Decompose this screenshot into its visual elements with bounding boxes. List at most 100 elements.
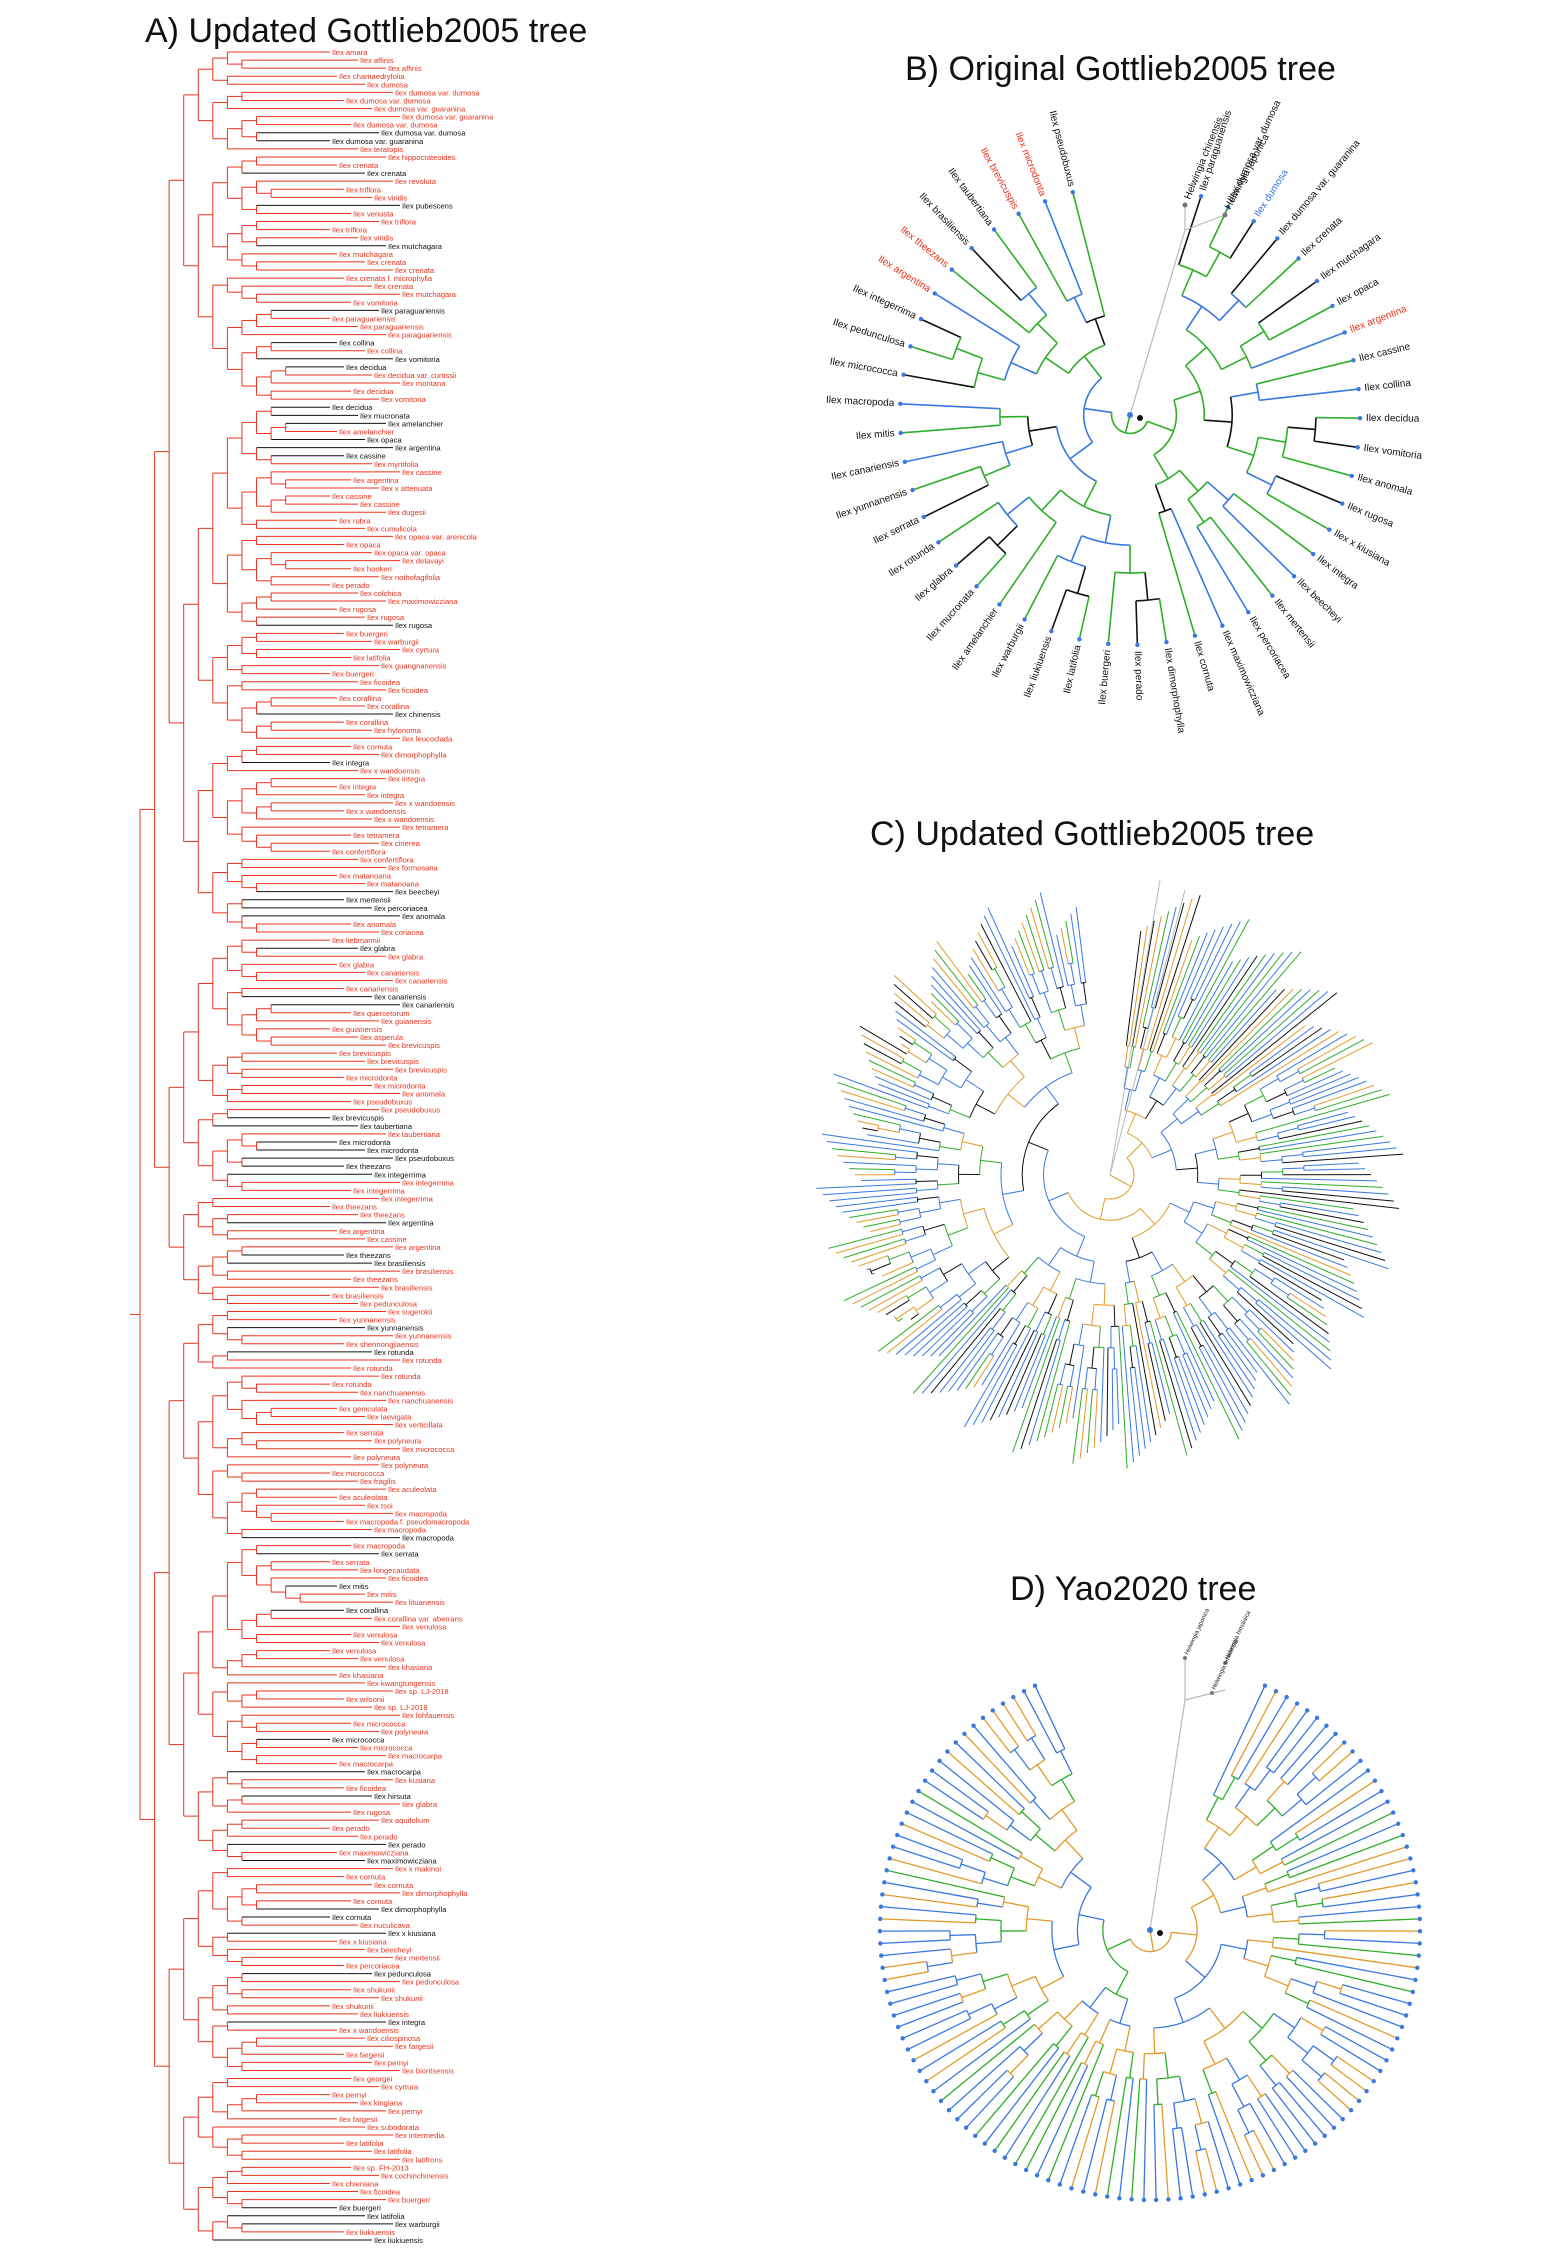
tree-c-branch	[843, 1238, 905, 1259]
tree-b-branch	[1170, 508, 1224, 626]
tree-a-tip-label: Ilex triflora	[381, 218, 417, 227]
tree-c-branch	[849, 1168, 895, 1171]
tree-d-tip-dot	[1034, 2173, 1040, 2178]
tree-c-branch	[1246, 1239, 1358, 1293]
tree-a-tip-label: Ilex paraguariensis	[332, 314, 396, 323]
tree-c-arc	[1223, 1296, 1233, 1306]
tree-c-branch	[1040, 1039, 1052, 1060]
tree-d-tip-dot	[1396, 1821, 1401, 1826]
tree-c-arc	[963, 1302, 968, 1307]
tree-a-tip-label: Ilex yunnanensis	[395, 1332, 452, 1341]
tree-b-arc	[1313, 417, 1317, 442]
tree-a-tip-label: Ilex leucoclada	[402, 734, 453, 743]
tree-d-tip-dot	[1350, 1749, 1355, 1754]
tree-c-branch	[870, 1223, 901, 1232]
tree-b-branch	[900, 402, 1001, 410]
tree-d-branch	[884, 1881, 979, 1900]
tree-d-tip-dot	[1303, 2148, 1308, 2154]
tree-d-branch	[1254, 1769, 1271, 1791]
tree-a-tip-label: Ilex amelanchier	[388, 419, 444, 428]
tree-a-tip-label: Ilex percoriacea	[346, 1961, 400, 1970]
tree-d-branch	[1299, 1933, 1325, 1936]
tree-c-branch	[1165, 1292, 1176, 1313]
tree-d-branch	[1306, 2006, 1393, 2051]
tree-b-tip-label: Ilex latifolia	[1062, 644, 1084, 695]
tree-a-tip-label: Ilex dumosa var. dumosa	[346, 96, 431, 105]
tree-c-arc	[919, 1275, 923, 1281]
tree-c-branch	[1091, 1304, 1095, 1326]
tree-c-branch	[1249, 1276, 1329, 1334]
tree-b-tip-label: Ilex pedunculosa	[831, 317, 906, 350]
tree-c-branch	[972, 948, 999, 992]
tree-c-branch	[1217, 1088, 1236, 1102]
tree-a-tip-label: Ilex hylonoma	[374, 726, 422, 735]
tree-c-branch	[1049, 1271, 1061, 1291]
tree-c-branch	[1298, 1116, 1356, 1131]
tree-a-tip-label: Ilex corallina	[367, 702, 410, 711]
tree-c-branch	[905, 1234, 926, 1242]
tree-d-tip-dot	[963, 2125, 969, 2130]
tree-d-branch	[1143, 2079, 1148, 2200]
tree-b-branch	[1028, 293, 1048, 316]
tree-d-arc	[1297, 1933, 1300, 1945]
tree-d-arc	[991, 2003, 998, 2015]
tree-d-branch	[1267, 1846, 1408, 1893]
tree-d-tip-dot	[953, 1740, 958, 1745]
tree-c-branch	[1196, 954, 1267, 1052]
tree-c-branch	[1149, 1320, 1188, 1456]
tree-c-branch	[1031, 997, 1041, 1018]
tree-c-arc	[1182, 1352, 1188, 1356]
tree-d-tip-dot	[1292, 2155, 1298, 2160]
tree-c-branch	[1154, 1319, 1162, 1341]
tree-c-arc	[976, 1030, 981, 1035]
tree-d-arc	[1051, 1773, 1073, 1787]
tree-c-branch	[1116, 1368, 1120, 1424]
tree-a-tip-label: Ilex shukunii	[332, 2002, 374, 2011]
tree-d-tip-dot	[992, 2148, 997, 2154]
tree-c-branch	[1000, 1317, 1013, 1336]
tree-b-branch	[1209, 516, 1273, 597]
tree-b-tip-dot	[932, 291, 937, 296]
tree-c-branch	[991, 1336, 1004, 1356]
tree-c-branch	[1126, 1142, 1143, 1159]
tree-c-branch	[1059, 1363, 1066, 1385]
tree-c-branch	[1250, 1229, 1348, 1269]
tree-d-branch	[1194, 2098, 1203, 2124]
tree-c-arc	[1259, 1089, 1267, 1102]
tree-a-tip-label: Ilex aculeolata	[388, 1485, 437, 1494]
tree-c-branch	[1223, 989, 1320, 1076]
tree-a-tip-label: Ilex opaca	[346, 541, 381, 550]
tree-c-arc	[1313, 1105, 1316, 1111]
tree-c-branch	[1032, 1286, 1045, 1306]
tree-c-branch	[828, 1228, 902, 1249]
tree-c-branch	[975, 1006, 990, 1024]
tree-c-branch	[1123, 1067, 1128, 1089]
tree-a-tip-label: Ilex integra	[388, 775, 426, 784]
tree-c-branch	[860, 1275, 921, 1308]
tree-a-tip-label: Ilex corallina	[346, 718, 389, 727]
tree-d-branch	[919, 2020, 1002, 2072]
tree-a-tip-label: Ilex dumosa var. guaranina	[332, 137, 424, 146]
tree-d-branch	[1287, 2036, 1309, 2054]
tree-c-branch	[1258, 1262, 1322, 1301]
tree-c-branch	[1259, 1200, 1281, 1206]
tree-d-branch	[1215, 2091, 1253, 2181]
tree-b-tip-dot	[1275, 236, 1280, 241]
tree-d-arc	[1330, 2055, 1338, 2066]
tree-a-tip-label: Ilex ciliospinosa	[367, 2034, 421, 2043]
tree-a-tip-label: Ilex cochinchinensis	[381, 2171, 449, 2180]
tree-d-branch	[948, 2046, 1021, 2111]
tree-c-branch	[1288, 1073, 1351, 1101]
tree-d-tip-dot	[1282, 2161, 1287, 2167]
tree-d-arc	[1029, 1759, 1046, 1771]
tree-a-tip-label: Ilex coriacea	[381, 928, 424, 937]
tree-c-branch	[1036, 1320, 1071, 1442]
tree-b-branch	[1258, 436, 1286, 443]
tree-a-tip-label: Ilex chinensis	[395, 710, 441, 719]
tree-c-branch	[1162, 1088, 1177, 1106]
tree-b-branch	[1185, 306, 1203, 331]
tree-d-branch	[974, 2043, 1055, 2137]
tree-c-branch	[1023, 1256, 1039, 1274]
tree-c-branch	[904, 1302, 965, 1356]
